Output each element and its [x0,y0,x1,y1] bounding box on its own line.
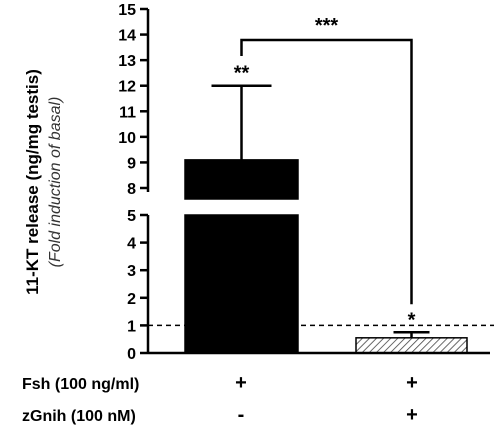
y-tick-label: 4 [127,236,136,253]
bars [148,84,494,355]
significance-mark-between: *** [315,15,339,37]
y-tick-label: 8 [127,181,136,198]
condition-zgnih-bar1: - [238,404,245,426]
bar-2 [355,337,468,354]
condition-table: Fsh (100 ng/ml) + + zGnih (100 nM) - + [22,372,418,426]
y-tick-label: 2 [127,291,136,308]
y-axis-label: 11-KT release (ng/mg testis) [23,69,42,295]
y-axis-title: 11-KT release (ng/mg testis) (Fold induc… [23,69,64,295]
condition-label-fsh: Fsh (100 ng/ml) [22,376,139,393]
y-tick-label: 12 [118,79,136,96]
condition-fsh-bar2: + [406,372,418,394]
y-tick-label: 14 [118,28,136,45]
y-axis-sublabel: (Fold induction of basal) [47,97,64,268]
y-tick-label: 9 [127,155,136,172]
comparison-bracket [240,38,413,305]
y-tick-label: 13 [118,53,136,70]
y-tick-label: 3 [127,263,136,280]
condition-fsh-bar1: + [235,372,247,394]
bar-1-upper [184,159,299,200]
significance-mark-bar-1: ** [234,63,250,85]
significance-mark-bar-2: * [408,309,416,331]
condition-label-zgnih: zGnih (100 nM) [22,408,136,425]
y-tick-label: 0 [127,346,136,363]
y-tick-label: 5 [127,208,136,225]
y-tick-label: 1 [127,318,136,335]
bar-1-lower [184,214,299,354]
y-tick-label: 10 [118,130,136,147]
y-tick-label: 11 [119,104,136,121]
y-tick-label: 15 [118,2,136,19]
significance-marks: ****** [234,15,416,331]
condition-zgnih-bar2: + [406,404,418,426]
